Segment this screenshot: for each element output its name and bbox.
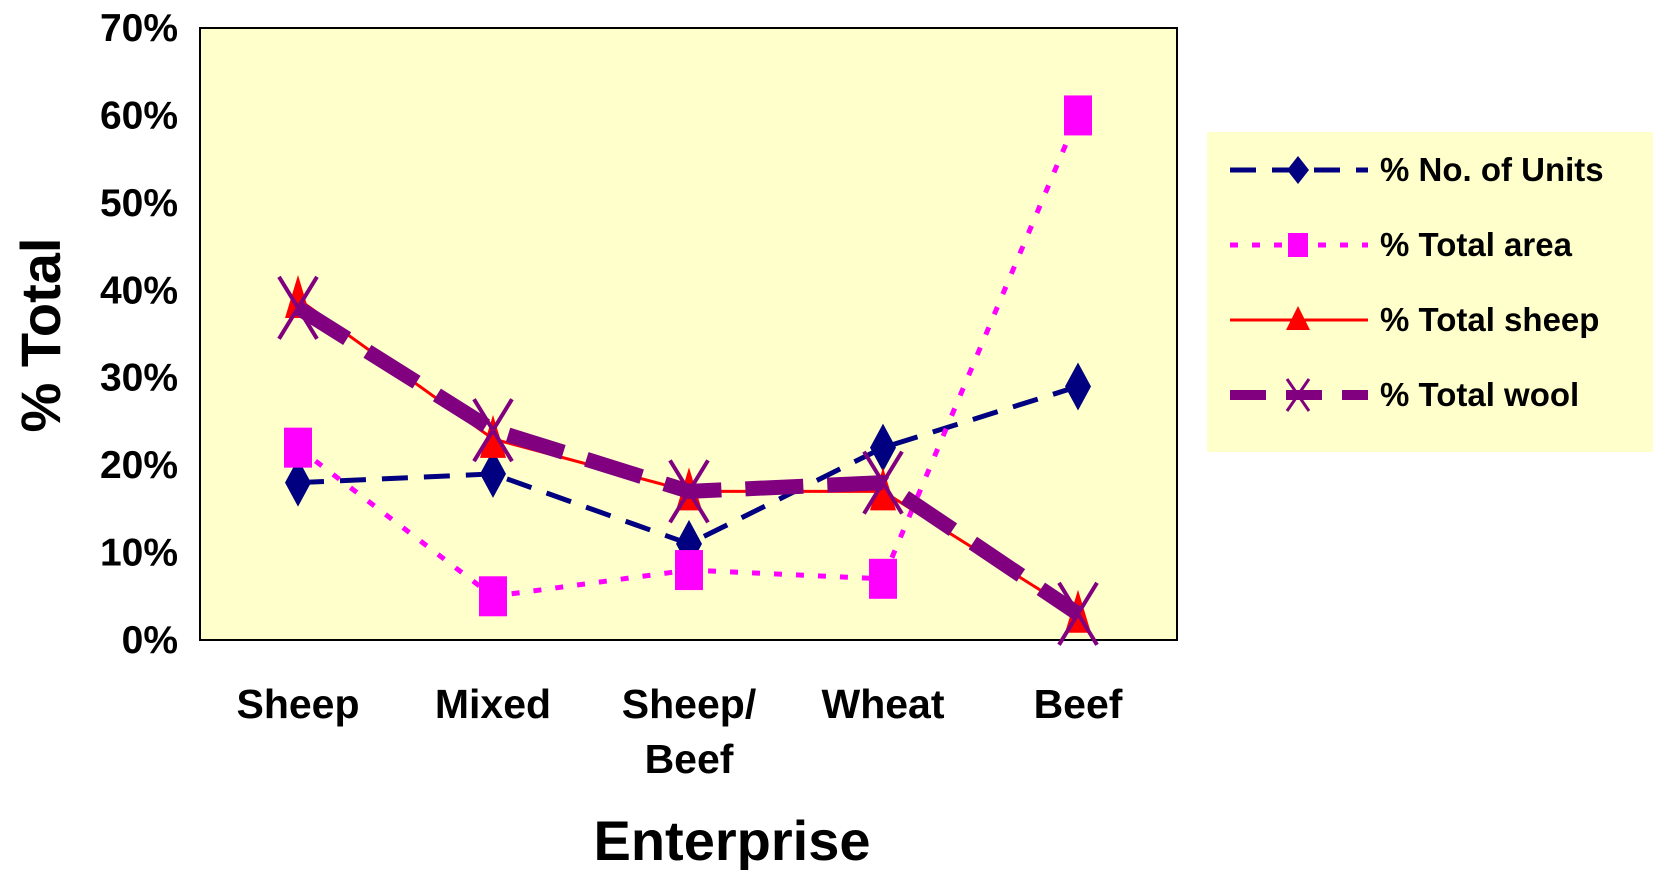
data-point: [870, 423, 896, 472]
x-category-label: Wheat: [822, 681, 945, 727]
data-point: [862, 450, 904, 515]
legend-marker: [1288, 233, 1308, 257]
legend-box: [1207, 132, 1653, 452]
data-point: [668, 459, 710, 524]
legend-marker: [1287, 156, 1309, 184]
legend-entry: % Total area: [1230, 226, 1573, 263]
data-point: [480, 414, 506, 458]
legend-label: % No. of Units: [1380, 151, 1604, 188]
legend-label: % Total area: [1380, 226, 1573, 263]
x-axis-categories: Sheep Mixed Sheep/Beef Wheat Beef: [236, 681, 1122, 782]
legend-label: % Total sheep: [1380, 301, 1599, 338]
legend-entry: % No. of Units: [1230, 151, 1604, 188]
x-category-label: Beef: [645, 736, 734, 782]
legend-entry: % Total wool: [1230, 376, 1579, 413]
series-total-area: [284, 95, 1092, 617]
x-axis-title: Enterprise: [594, 809, 871, 870]
series-layer: [277, 95, 1099, 646]
data-point: [472, 398, 514, 463]
y-tick-label: 10%: [100, 532, 178, 575]
y-tick-label: 30%: [100, 357, 178, 400]
data-point: [285, 458, 311, 507]
y-axis-ticks: 0% 10% 20% 30% 40% 50% 60% 70%: [100, 7, 178, 662]
x-category-label: Sheep/: [622, 681, 756, 727]
y-tick-label: 0%: [122, 619, 178, 662]
data-point: [1057, 581, 1099, 646]
legend-marker: [1285, 378, 1311, 412]
y-tick-label: 60%: [100, 94, 178, 137]
y-tick-label: 40%: [100, 269, 178, 312]
legend-marker: [1286, 306, 1310, 330]
x-category-label: Sheep: [236, 681, 359, 727]
data-point: [277, 275, 319, 340]
data-point: [480, 449, 506, 498]
data-point: [1064, 95, 1092, 136]
legend-label: % Total wool: [1380, 376, 1579, 413]
y-tick-label: 50%: [100, 182, 178, 225]
data-point: [479, 576, 507, 617]
legend: % No. of Units % Total area % Total sheep%…: [1207, 132, 1653, 452]
y-axis-title: % Total: [9, 238, 72, 433]
data-point: [284, 427, 312, 468]
y-tick-label: 70%: [100, 7, 178, 50]
series-total-wool: [277, 275, 1099, 646]
data-point: [675, 550, 703, 591]
legend-entry: % Total sheep: [1230, 301, 1599, 338]
x-category-label: Beef: [1034, 681, 1123, 727]
data-point: [1065, 362, 1091, 411]
y-tick-label: 20%: [100, 444, 178, 487]
data-point: [869, 558, 897, 599]
x-category-label: Mixed: [435, 681, 551, 727]
